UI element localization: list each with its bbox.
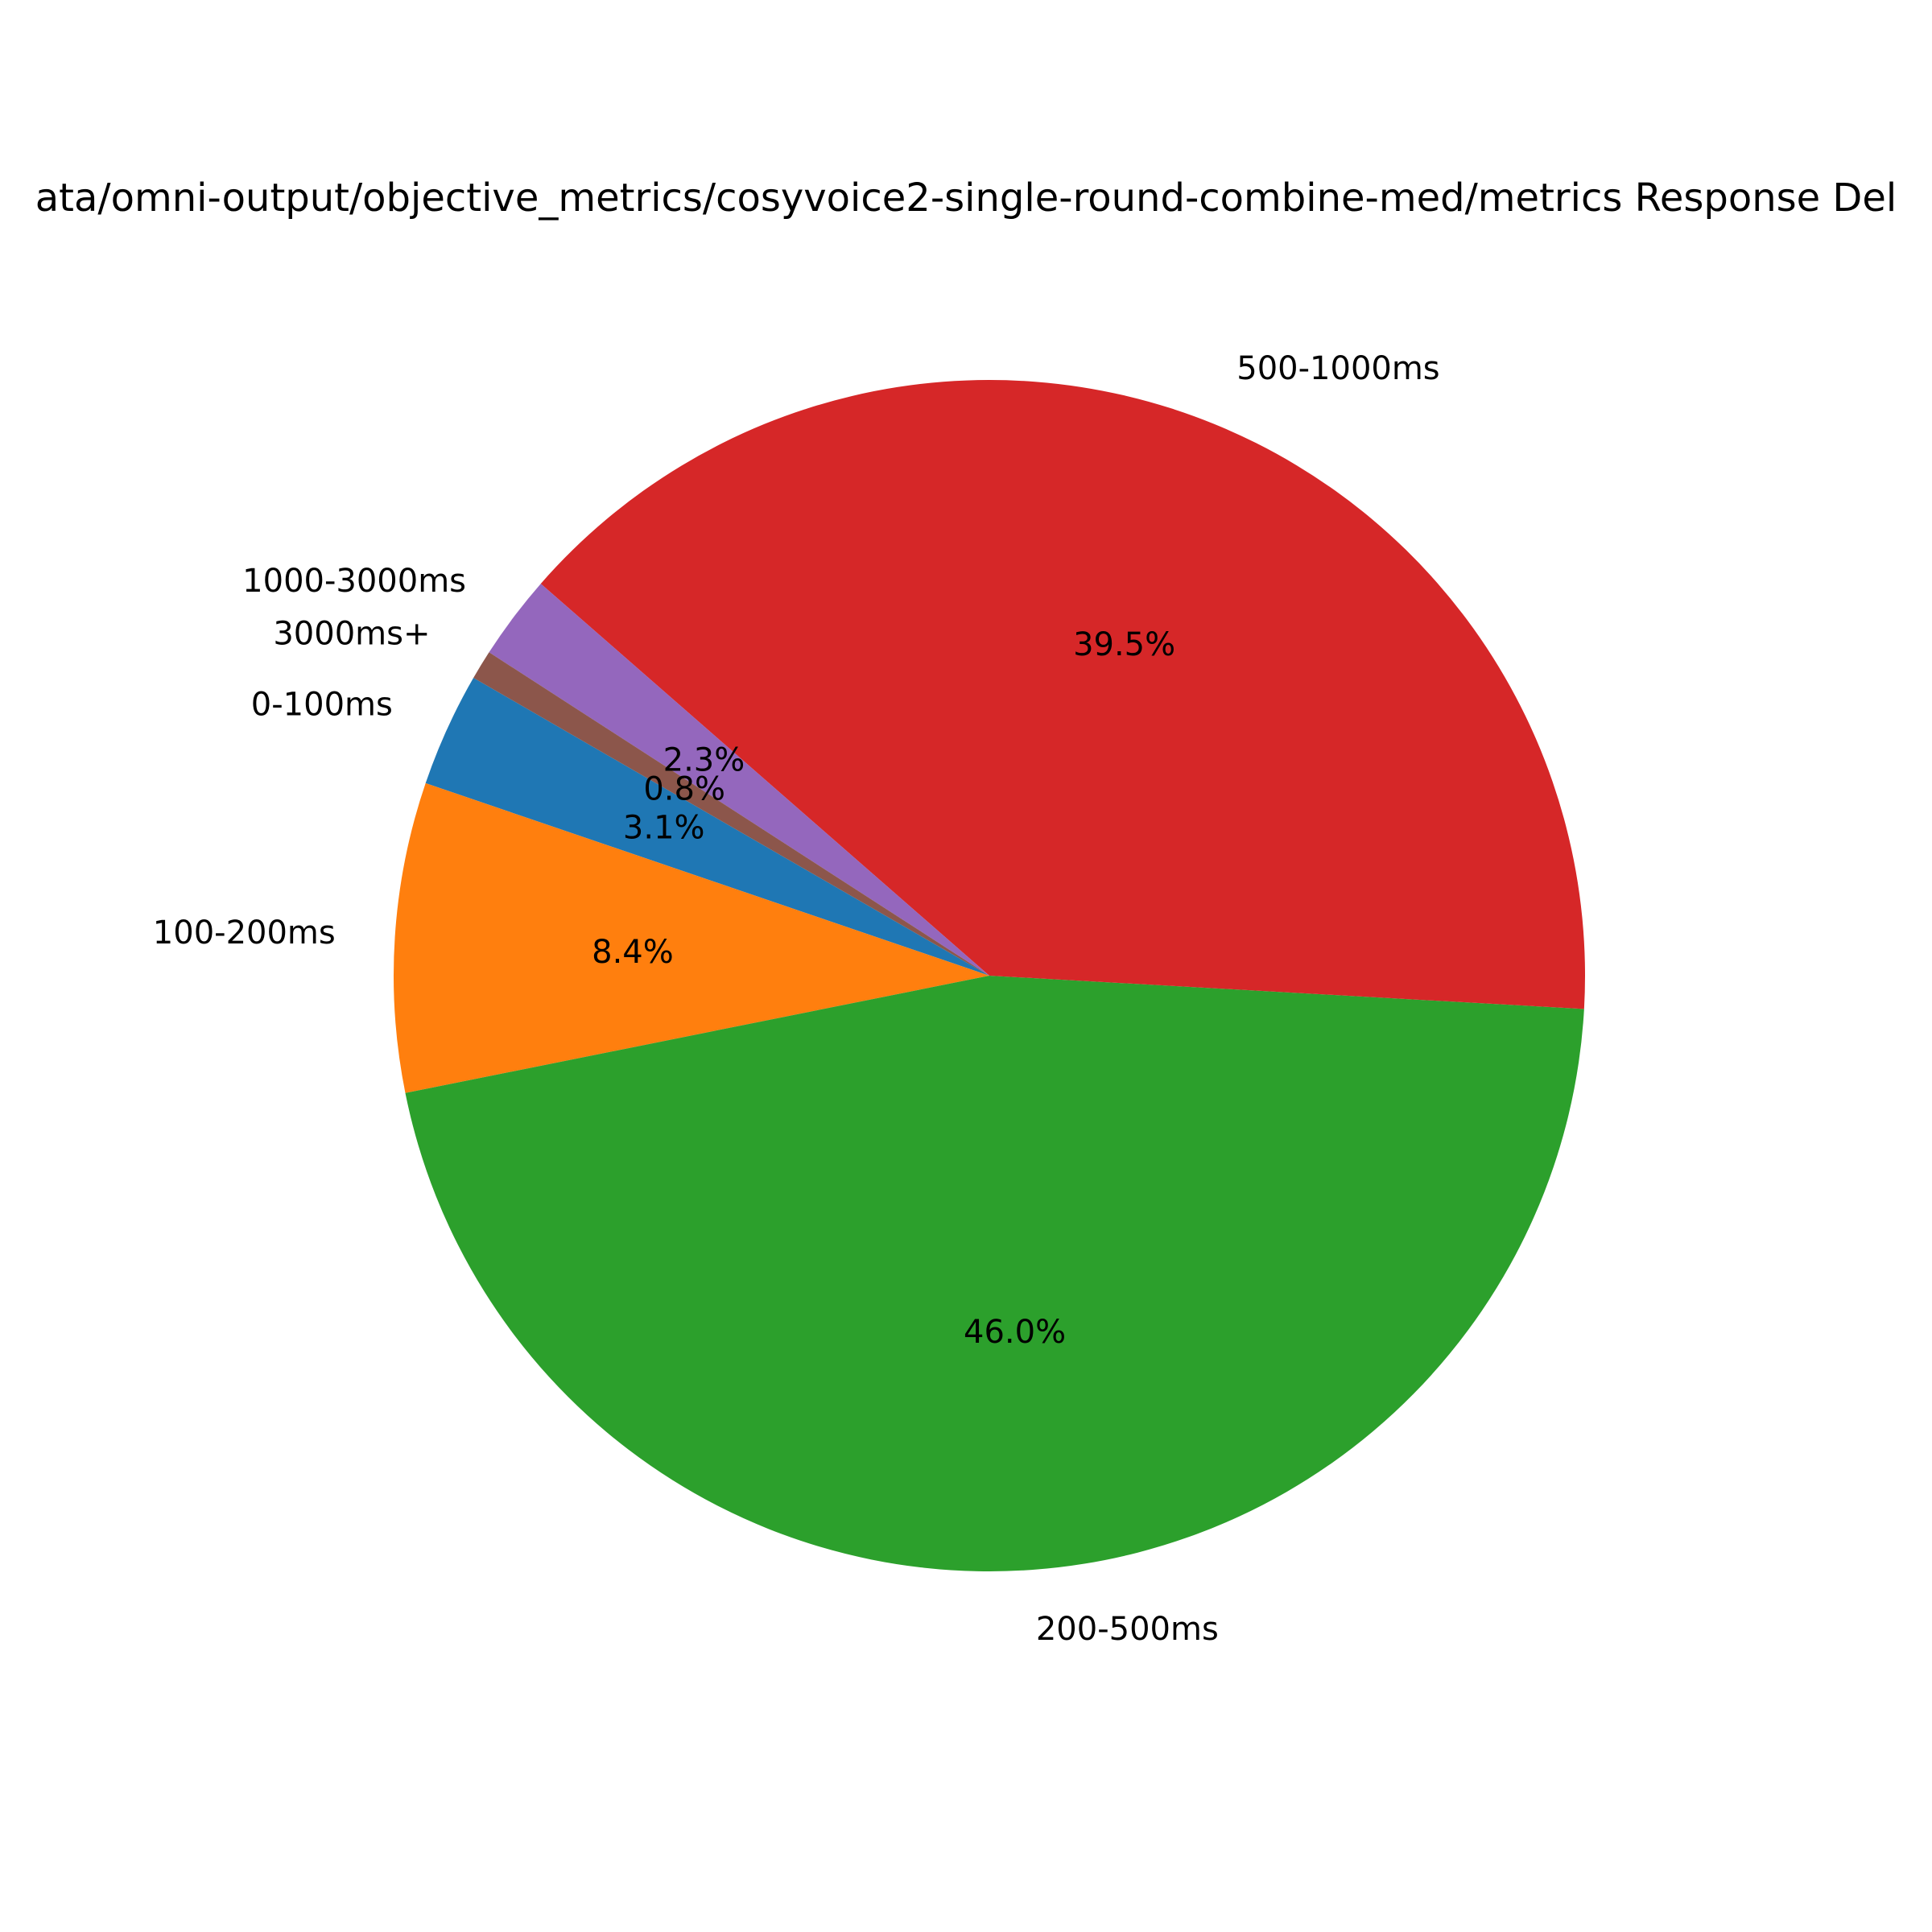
pie-slice-0-100ms bbox=[425, 678, 989, 976]
slice-percent-1000-3000ms: 2.3% bbox=[663, 742, 745, 779]
slice-percent-200-500ms: 46.0% bbox=[964, 1314, 1066, 1351]
slice-percent-100-200ms: 8.4% bbox=[592, 934, 674, 971]
pie-slice-1000-3000ms bbox=[489, 584, 989, 976]
slice-label-3000ms: 3000ms+ bbox=[273, 615, 430, 652]
slice-percent-3000ms: 0.8% bbox=[643, 770, 725, 807]
slice-label-0-100ms: 0-100ms bbox=[251, 686, 393, 723]
pie-slice-200-500ms bbox=[405, 976, 1584, 1571]
slice-label-1000-3000ms: 1000-3000ms bbox=[242, 563, 466, 600]
slice-label-500-1000ms: 500-1000ms bbox=[1236, 350, 1439, 387]
slice-label-200-500ms: 200-500ms bbox=[1036, 1611, 1219, 1648]
pie-labels: 0-100ms 3.1% 100-200ms 8.4% 200-500ms 46.0% 50… bbox=[153, 350, 1440, 1648]
pie-slice-100-200ms bbox=[394, 782, 990, 1093]
chart-title: ata/omni-output/objective_metrics/cosyvo… bbox=[35, 175, 1897, 221]
pie-slice-3000ms bbox=[473, 652, 989, 976]
pie-slice-500-1000ms bbox=[540, 380, 1586, 1009]
pie-slices bbox=[394, 380, 1586, 1571]
slice-label-100-200ms: 100-200ms bbox=[153, 914, 336, 952]
slice-percent-500-1000ms: 39.5% bbox=[1073, 626, 1175, 663]
slice-percent-0-100ms: 3.1% bbox=[623, 809, 705, 846]
